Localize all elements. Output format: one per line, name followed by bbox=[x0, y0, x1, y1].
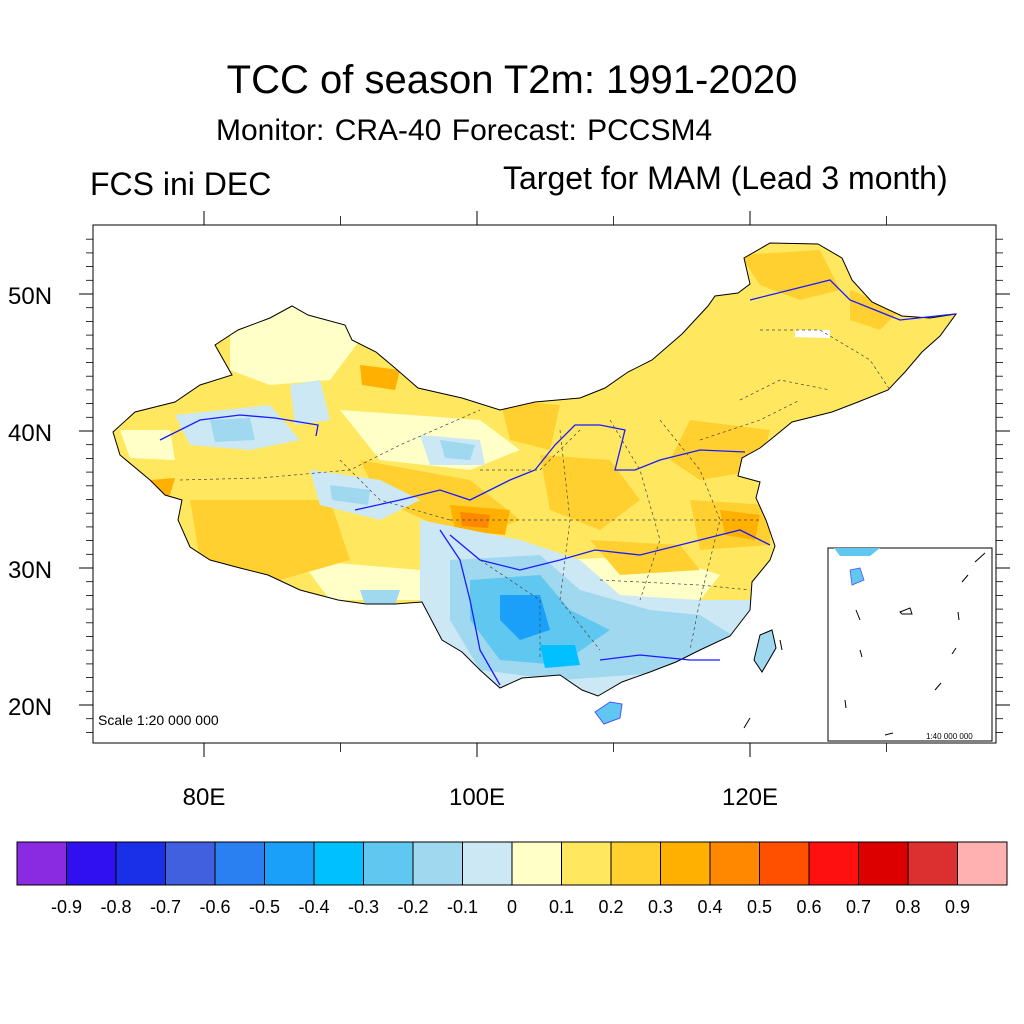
lat-label: 30N bbox=[8, 557, 52, 584]
colorbar-label: -0.7 bbox=[150, 897, 181, 917]
colorbar-swatch bbox=[907, 841, 958, 886]
colorbar-swatch bbox=[412, 841, 463, 886]
colorbar-swatch bbox=[16, 841, 67, 886]
taiwan-island bbox=[753, 629, 777, 673]
colorbar-label: 0.7 bbox=[846, 897, 871, 917]
china-border bbox=[112, 242, 958, 697]
colorbar-swatch bbox=[66, 841, 117, 886]
minor-islands bbox=[743, 639, 783, 729]
colorbar-swatch bbox=[214, 841, 265, 886]
colorbar-swatch bbox=[165, 841, 216, 886]
colorbar-swatch bbox=[264, 841, 315, 886]
colorbar-swatch bbox=[709, 841, 760, 886]
main-scale-label: Scale 1:20 000 000 bbox=[98, 712, 219, 728]
colorbar-swatch bbox=[511, 841, 562, 886]
colorbar-swatch bbox=[462, 841, 513, 886]
colorbar-label: 0.5 bbox=[747, 897, 772, 917]
colorbar-label: 0.1 bbox=[549, 897, 574, 917]
colorbar-swatch bbox=[957, 841, 1008, 886]
hainan-island bbox=[594, 701, 623, 725]
rivers bbox=[159, 279, 956, 686]
colorbar-swatch bbox=[115, 841, 166, 886]
lat-label: 20N bbox=[8, 694, 52, 721]
colorbar-label: 0.3 bbox=[648, 897, 673, 917]
colorbar-label: 0.2 bbox=[598, 897, 623, 917]
map-title: TCC of season T2m: 1991-2020 bbox=[226, 58, 798, 102]
colorbar-swatch bbox=[808, 841, 859, 886]
inset-scale-label: 1:40 000 000 bbox=[926, 732, 973, 741]
province-borders bbox=[179, 329, 891, 660]
colorbar-label: -0.5 bbox=[249, 897, 280, 917]
map-axes: 50N 40N 30N 20N 80E 100E 120E bbox=[8, 211, 1010, 811]
colorbar-label: -0.3 bbox=[348, 897, 379, 917]
colorbar: -0.9 -0.8 -0.7 -0.6 -0.5 -0.4 -0.3 -0.2 -0.1 0 0.1… bbox=[16, 841, 1008, 917]
colorbar-swatch bbox=[858, 841, 909, 886]
target-season-label: Target for MAM (Lead 3 month) bbox=[503, 160, 948, 196]
colorbar-label: -0.6 bbox=[199, 897, 230, 917]
colorbar-swatch bbox=[660, 841, 711, 886]
colorbar-label: -0.2 bbox=[397, 897, 428, 917]
colorbar-label: -0.4 bbox=[298, 897, 329, 917]
lat-label: 40N bbox=[8, 420, 52, 447]
colorbar-label: 0.4 bbox=[697, 897, 722, 917]
lon-label: 80E bbox=[183, 784, 226, 811]
lat-label: 50N bbox=[8, 283, 52, 310]
colorbar-label: -0.1 bbox=[447, 897, 478, 917]
colorbar-label: -0.8 bbox=[100, 897, 131, 917]
colorbar-swatch bbox=[561, 841, 612, 886]
map-subtitle: Monitor: CRA-40 Forecast: PCCSM4 bbox=[216, 114, 713, 147]
colorbar-label: 0.9 bbox=[945, 897, 970, 917]
colorbar-swatch bbox=[759, 841, 810, 886]
south-china-sea-inset: 1:40 000 000 bbox=[827, 547, 993, 742]
colorbar-label: -0.9 bbox=[51, 897, 82, 917]
colorbar-swatch bbox=[313, 841, 364, 886]
lon-label: 120E bbox=[722, 784, 778, 811]
colorbar-label: 0 bbox=[507, 897, 517, 917]
lon-label: 100E bbox=[449, 784, 505, 811]
colorbar-label: 0.8 bbox=[895, 897, 920, 917]
colorbar-swatch bbox=[363, 841, 414, 886]
colorbar-swatch bbox=[610, 841, 661, 886]
forecast-init-label: FCS ini DEC bbox=[90, 166, 272, 202]
colorbar-label: 0.6 bbox=[796, 897, 821, 917]
